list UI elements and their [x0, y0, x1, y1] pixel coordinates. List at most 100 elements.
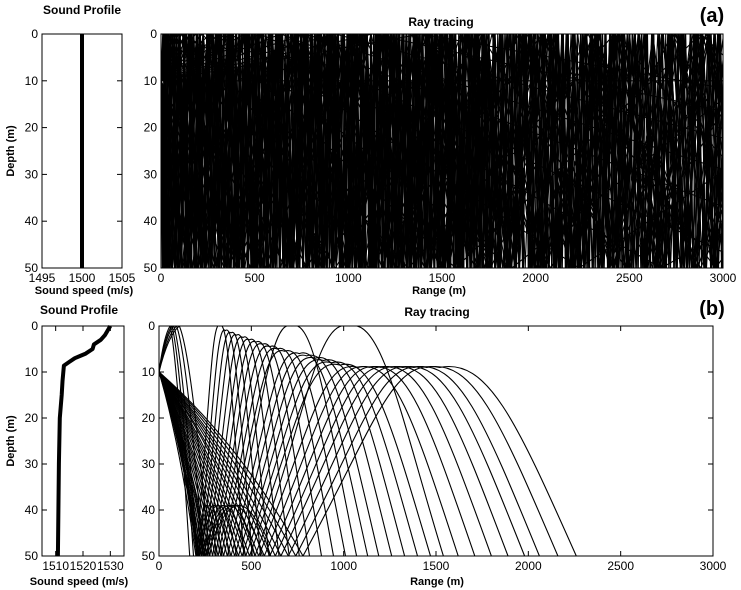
b-profile-xtick-label: 1530 [97, 559, 124, 573]
a-ray-tracing-axes: Ray tracing Range (m) 0 500 1000 1500 2000 25… [144, 15, 737, 297]
b-rays-xtick-label: 2000 [515, 559, 542, 573]
b-profile-ytick-label: 20 [25, 411, 39, 425]
b-ray-arch [159, 365, 509, 556]
b-rays-title: Ray tracing [404, 305, 469, 319]
b-ray-arch [159, 329, 253, 556]
a-profile-xtick-label: 1505 [109, 271, 136, 285]
b-ray-arch [159, 365, 577, 556]
b-ray-arch [159, 354, 380, 556]
b-rays-ytick-label: 0 [148, 319, 155, 333]
b-rays-ytick-label: 10 [142, 365, 156, 379]
b-profile-title: Sound Profile [40, 303, 118, 317]
b-ray-arch [159, 343, 311, 556]
b-ray-arch [159, 363, 432, 556]
b-profile-ytick-label: 40 [25, 503, 39, 517]
a-rays-xtick-label: 500 [245, 271, 265, 285]
b-ray-arch [159, 361, 419, 556]
a-ray-down [161, 34, 723, 268]
panel-a: (a) Sound Profile Sound speed (m/s) Dept… [5, 3, 737, 297]
b-ray-surface [159, 326, 210, 556]
a-profile-xtick-label: 1495 [29, 271, 56, 285]
a-rays-xtick-label: 3000 [710, 271, 737, 285]
a-profile-xlabel: Sound speed (m/s) [35, 285, 134, 297]
b-ray-arch [159, 326, 444, 556]
a-profile-ylabel: Depth (m) [5, 125, 17, 177]
b-profile-frame [41, 325, 125, 557]
b-ray-arch [159, 350, 347, 556]
a-sound-profile-axes: Sound Profile Sound speed (m/s) Depth (m… [5, 3, 136, 297]
b-rays-xtick-label: 3000 [700, 559, 727, 573]
b-ray-arch [159, 331, 262, 556]
a-profile-title: Sound Profile [43, 3, 121, 17]
b-rays-ytick-label: 20 [142, 411, 156, 425]
b-rays-ytick-label: 30 [142, 457, 156, 471]
b-profile-ytick-label: 0 [31, 319, 38, 333]
b-ray-arch [159, 365, 476, 556]
panel-label-a: (a) [700, 5, 724, 27]
b-ray-arch [159, 356, 393, 556]
a-rays-ytick-label: 30 [144, 167, 158, 181]
a-profile-ytick-label: 10 [25, 74, 39, 88]
a-ray-down [161, 34, 723, 268]
b-rays-ytick-label: 40 [142, 503, 156, 517]
b-sound-profile-axes: Sound Profile Sound speed (m/s) Depth (m… [5, 303, 129, 588]
a-profile-ytick-label: 20 [25, 121, 39, 135]
b-rays-xtick-label: 1500 [423, 559, 450, 573]
a-rays-xtick-label: 2500 [616, 271, 643, 285]
a-profile-ytick-label: 0 [31, 27, 38, 41]
b-ray-arch [159, 365, 559, 556]
b-ray-arch [159, 365, 492, 556]
b-rays-xlabel: Range (m) [410, 576, 464, 588]
a-rays-ytick-label: 20 [144, 121, 158, 135]
b-profile-xlabel: Sound speed (m/s) [30, 576, 129, 588]
panel-b: (b) Sound Profile Sound speed (m/s) Dept… [5, 298, 727, 588]
b-rays-xtick-label: 2500 [607, 559, 634, 573]
b-ray-arch [159, 365, 526, 556]
b-ray-tracing-axes: Ray tracing Range (m) 0 500 1000 1500 2000 25… [142, 305, 727, 588]
b-rays-data [159, 326, 577, 556]
a-rays-ytick-label: 0 [150, 27, 157, 41]
a-rays-ytick-label: 50 [144, 261, 158, 275]
b-ray-arch [159, 326, 245, 556]
a-ray-down [161, 34, 723, 268]
b-rays-ytick-label: 50 [142, 549, 156, 563]
b-rays-frame [158, 325, 714, 557]
a-profile-ytick-label: 40 [25, 214, 39, 228]
a-profile-ticks: 1495 1500 1505 0 10 20 30 40 50 [25, 27, 136, 285]
b-profile-ylabel: Depth (m) [5, 415, 17, 467]
a-rays-ytick-label: 40 [144, 214, 158, 228]
a-profile-ytick-label: 30 [25, 167, 39, 181]
a-rays-ticks: 0 500 1000 1500 2000 2500 3000 0 10 20 30 40 50 [144, 27, 737, 285]
b-rays-ticks: 0 500 1000 1500 2000 2500 3000 0 10 20 30 40 50 [142, 319, 727, 573]
a-profile-xtick-label: 1500 [69, 271, 96, 285]
b-profile-curve [55, 324, 113, 557]
a-rays-xlabel: Range (m) [412, 285, 466, 297]
a-ray-down [161, 34, 723, 268]
b-rays-xtick-label: 1000 [330, 559, 357, 573]
b-ray-arch [159, 334, 270, 556]
b-profile-ytick-label: 30 [25, 457, 39, 471]
b-ray-arch [159, 352, 369, 556]
b-rays-xtick-label: 0 [156, 559, 163, 573]
a-rays-xtick-label: 0 [158, 271, 165, 285]
a-rays-xtick-label: 1500 [429, 271, 456, 285]
b-ray-arch [159, 365, 459, 556]
b-profile-ytick-label: 50 [25, 549, 39, 563]
a-rays-xtick-label: 2000 [522, 271, 549, 285]
panel-label-b: (b) [699, 298, 725, 320]
b-ray-arch [159, 336, 280, 556]
b-profile-ticks: 1510 1520 1530 0 10 20 30 40 50 [25, 319, 124, 573]
a-ray-down [161, 34, 723, 268]
b-ray-arch [159, 365, 540, 556]
a-rays-data [161, 34, 723, 268]
b-profile-ytick-label: 10 [25, 365, 39, 379]
b-ray-arch [159, 338, 290, 556]
a-ray-down [161, 34, 723, 268]
b-profile-xtick-label: 1510 [42, 559, 69, 573]
a-ray-down [161, 34, 723, 268]
a-rays-ytick-label: 10 [144, 74, 158, 88]
b-profile-xtick-label: 1520 [70, 559, 97, 573]
a-rays-title: Ray tracing [408, 15, 473, 29]
a-rays-xtick-label: 1000 [335, 271, 362, 285]
